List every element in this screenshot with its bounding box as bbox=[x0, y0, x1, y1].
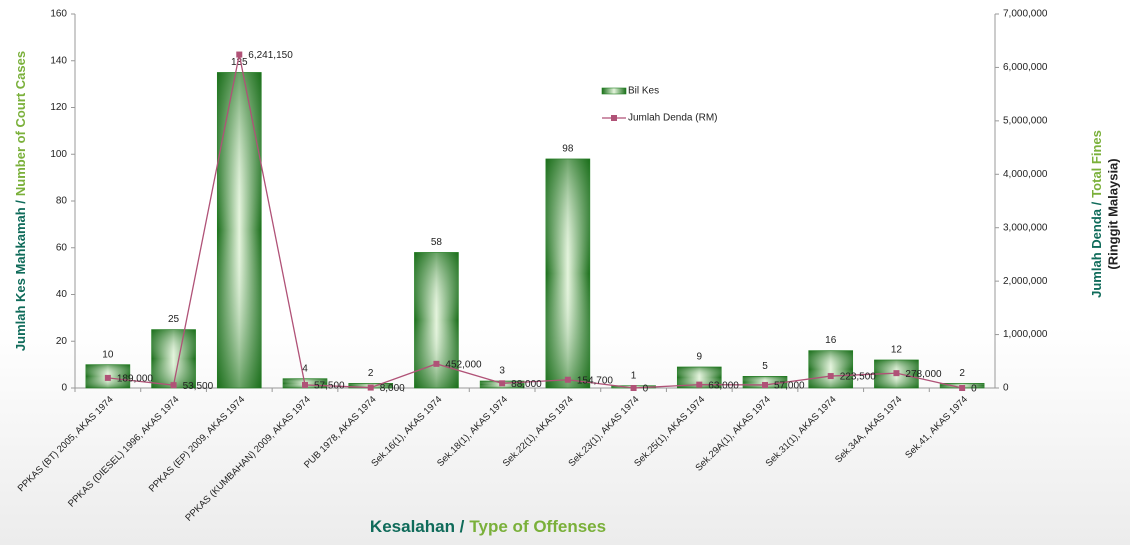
line-value-label: 63,000 bbox=[708, 380, 739, 391]
y-title-part: Jumlah Kes Mahkamah / bbox=[13, 200, 28, 351]
line-value-label: 8,000 bbox=[380, 383, 405, 394]
y-tick-label: 80 bbox=[56, 196, 68, 207]
line-marker bbox=[367, 384, 374, 391]
y2-tick-label: 5,000,000 bbox=[1003, 115, 1048, 126]
bar-value-label: 5 bbox=[762, 361, 768, 372]
line-marker bbox=[893, 370, 900, 377]
line-marker bbox=[499, 380, 506, 387]
x-axis-title: Kesalahan / Type of Offenses bbox=[370, 517, 606, 536]
x-title-part: Kesalahan / bbox=[370, 517, 465, 536]
y2-tick-label: 7,000,000 bbox=[1003, 9, 1048, 20]
line-value-label: 0 bbox=[971, 384, 977, 395]
legend-swatch bbox=[611, 115, 617, 121]
bar-value-label: 58 bbox=[431, 237, 443, 248]
bar-value-label: 12 bbox=[891, 345, 903, 356]
line-value-label: 0 bbox=[643, 384, 649, 395]
y-title-part: Number of Court Cases bbox=[13, 51, 28, 196]
y2-tick-label: 2,000,000 bbox=[1003, 276, 1048, 287]
bar bbox=[545, 158, 591, 389]
y2-tick-label: 3,000,000 bbox=[1003, 222, 1048, 233]
y-tick-label: 140 bbox=[50, 55, 67, 66]
line-value-label: 154,700 bbox=[577, 375, 614, 386]
y2-tick-label: 6,000,000 bbox=[1003, 62, 1048, 73]
y2-tick-label: 4,000,000 bbox=[1003, 169, 1048, 180]
bar-value-label: 9 bbox=[697, 352, 703, 363]
legend-swatch bbox=[601, 87, 627, 95]
y2-title-part: Jumlah Denda / bbox=[1089, 201, 1104, 297]
line-value-label: 278,000 bbox=[905, 369, 942, 380]
line-value-label: 57,000 bbox=[774, 381, 805, 392]
line-value-label: 6,241,150 bbox=[248, 50, 293, 61]
line-value-label: 57,500 bbox=[314, 381, 345, 392]
bar-value-label: 10 bbox=[102, 349, 114, 360]
bar bbox=[216, 72, 262, 389]
line-value-label: 452,000 bbox=[445, 359, 482, 370]
y2-tick-label: 0 bbox=[1003, 383, 1009, 394]
y-axis-title: Jumlah Kes Mahkamah / Number of Court Cas… bbox=[13, 51, 28, 351]
line-value-label: 189,000 bbox=[117, 374, 154, 385]
line-marker bbox=[959, 385, 966, 391]
y-tick-label: 160 bbox=[50, 9, 67, 20]
line-marker bbox=[630, 385, 637, 391]
bar-value-label: 135 bbox=[231, 57, 248, 68]
bar-value-label: 98 bbox=[562, 144, 574, 155]
bar-value-label: 2 bbox=[368, 368, 374, 379]
line-marker bbox=[302, 381, 308, 388]
y2-axis-subtitle: (Ringgit Malaysia) bbox=[1105, 158, 1120, 269]
line bbox=[107, 54, 963, 389]
line-marker bbox=[696, 381, 703, 388]
bar-value-label: 1 bbox=[631, 370, 637, 381]
y-tick-label: 40 bbox=[56, 289, 68, 300]
bar-value-label: 3 bbox=[499, 366, 505, 377]
bar bbox=[151, 329, 196, 389]
line-marker bbox=[236, 51, 243, 58]
bar-value-label: 16 bbox=[825, 335, 837, 346]
line-value-label: 88,000 bbox=[511, 379, 542, 390]
legend-label: Jumlah Denda (RM) bbox=[628, 113, 717, 124]
legend-label: Bil Kes bbox=[628, 86, 659, 97]
bar-value-label: 2 bbox=[959, 368, 965, 379]
y2-title-part: Total Fines bbox=[1089, 130, 1104, 198]
y2-tick-label: 1,000,000 bbox=[1003, 329, 1048, 340]
line-marker bbox=[433, 360, 440, 367]
bar-value-label: 4 bbox=[302, 363, 308, 374]
line-marker bbox=[564, 376, 571, 383]
bar-value-label: 25 bbox=[168, 314, 180, 325]
line-marker bbox=[104, 374, 111, 381]
y-tick-label: 20 bbox=[56, 336, 68, 347]
line-marker bbox=[170, 382, 177, 389]
line-marker bbox=[827, 373, 834, 380]
x-title-part: Type of Offenses bbox=[469, 517, 606, 536]
line-marker bbox=[762, 381, 768, 388]
y-tick-label: 120 bbox=[50, 102, 67, 113]
y-tick-label: 0 bbox=[61, 383, 67, 394]
line-value-label: 223,500 bbox=[840, 372, 877, 383]
y-tick-label: 100 bbox=[50, 149, 67, 160]
y2-axis-title: Jumlah Denda / Total Fines bbox=[1089, 130, 1104, 298]
y-tick-label: 60 bbox=[56, 242, 68, 253]
line-value-label: 53,500 bbox=[183, 381, 214, 392]
